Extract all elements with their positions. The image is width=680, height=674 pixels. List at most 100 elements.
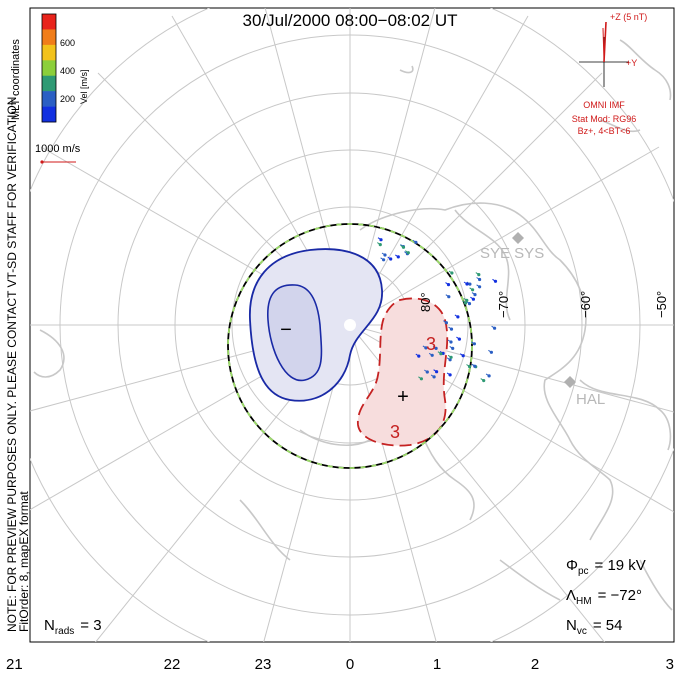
positive-potential-cell	[357, 297, 449, 447]
mlt-tick-21: 21	[6, 656, 23, 673]
phi-pc-stat: Φpc = 19 kV	[566, 557, 646, 577]
heppner-maynard-boundary-dashes	[227, 223, 473, 469]
velocity-vector-tail	[449, 345, 453, 349]
velocity-vector-tail	[400, 244, 404, 248]
velocity-vector-tail	[446, 357, 451, 361]
velocity-vector-tail	[463, 297, 468, 301]
mlt-tick-2: 2	[531, 656, 539, 673]
colorbar-segment	[42, 44, 56, 61]
velocity-vector-tail	[459, 353, 464, 357]
velocity-vector-tail	[488, 349, 492, 353]
velocity-vector-tail	[463, 281, 468, 285]
velocity-vector-tail	[456, 336, 460, 340]
velocity-vector-tail	[466, 364, 470, 367]
velocity-vector-tail	[446, 372, 451, 376]
colorbar-border	[41, 13, 57, 123]
colorbar-segment	[42, 14, 56, 30]
station-marker-sye	[512, 232, 524, 244]
scale-label: 1000 m/s	[35, 143, 81, 155]
velocity-vector-tail	[381, 252, 386, 256]
velocity-vector-tail	[405, 250, 409, 254]
velocity-vector-tail	[454, 314, 459, 318]
velocity-vector-tail	[445, 294, 450, 298]
lat-label-70: −70°	[496, 291, 511, 318]
velocity-vector-tail	[433, 369, 437, 373]
mlt-tick-22: 22	[164, 656, 181, 673]
contour-level-label: 3	[426, 334, 436, 354]
map-title: 30/Jul/2000 08:00−08:02 UT	[242, 11, 457, 30]
velocity-vector-tail	[377, 237, 382, 241]
velocity-vector-tail	[424, 369, 428, 373]
velocity-vector-tail	[422, 345, 427, 349]
velocity-vector-tail	[469, 287, 473, 291]
imf-source: OMNI IMF	[583, 100, 625, 110]
colorbar-segment	[42, 106, 56, 123]
velocity-vector-tail	[380, 257, 384, 261]
velocity-vector-tail	[447, 354, 452, 358]
lat-label-60: −60°	[578, 291, 593, 318]
coordinates-label: MLT coordinates	[10, 39, 22, 120]
velocity-vector-tail	[470, 296, 474, 300]
velocity-vector-tail	[377, 242, 381, 246]
velocity-vector-tail	[418, 376, 422, 380]
imf-vector	[603, 21, 607, 63]
preview-note: NOTE: FOR PREVIEW PURPOSES ONLY. PLEASE …	[5, 93, 19, 632]
velocity-vector-tail	[430, 374, 435, 378]
colorbar-tick-400: 400	[60, 66, 75, 76]
velocity-vector-tail	[466, 281, 471, 285]
velocity-vector-tail	[447, 339, 452, 343]
coastlines	[33, 39, 673, 611]
velocity-vector-tail	[480, 378, 484, 382]
imf-condition: Bz+, 4<BT<6	[578, 126, 631, 136]
n-rads-stat: Nrads = 3	[44, 617, 102, 637]
velocity-vector-tail	[415, 353, 420, 357]
contour-level-label: 3	[390, 422, 400, 442]
imf-model: Stat Mod: RG96	[572, 114, 637, 124]
velocity-vector-tail	[387, 256, 391, 260]
imf-clock	[579, 21, 629, 87]
station-label-sye-sys: SYE SYS	[480, 245, 544, 262]
velocity-vectors	[377, 237, 498, 383]
velocity-vector-tail	[462, 300, 466, 304]
lat-label-80: 80°	[418, 292, 433, 312]
negative-cell-inner-contour	[267, 284, 323, 382]
velocity-vector-tail	[471, 363, 476, 367]
velocity-vector-tail	[448, 270, 453, 274]
n-vc-stat: Nvc = 54	[566, 617, 622, 637]
mlt-tick-3: 3	[666, 656, 674, 673]
colorbar-segment	[42, 91, 56, 107]
velocity-vector-tail	[443, 320, 447, 324]
colorbar-segment	[42, 75, 56, 92]
velocity-vector-tail	[437, 351, 442, 355]
velocity-vector-tail	[485, 373, 490, 377]
fitorder-note: FitOrder: 8, mapEX format	[17, 491, 31, 632]
mlt-tick-0: 0	[346, 656, 354, 673]
station-label-hal: HAL	[576, 391, 605, 408]
pole-marker	[344, 319, 356, 331]
imf-y-label: +Y	[626, 58, 637, 68]
velocity-vector-tail	[491, 325, 495, 329]
imf-z-label: +Z (5 nT)	[610, 12, 647, 22]
station-marker-hal	[564, 376, 576, 388]
velocity-vector-tail	[395, 254, 399, 258]
mlt-tick-23: 23	[255, 656, 272, 673]
lambda-hm-stat: ΛHM = −72°	[566, 587, 642, 607]
velocity-vector-tail	[471, 341, 475, 345]
scale-vector-origin	[40, 160, 44, 164]
negative-cell-symbol: −	[280, 319, 292, 341]
positive-cell-symbol: +	[397, 386, 409, 408]
velocity-vector-tail	[476, 277, 480, 280]
colorbar-tick-600: 600	[60, 38, 75, 48]
velocity-vector-tail	[428, 352, 433, 356]
velocity-vector-tail	[432, 345, 437, 349]
mlt-tick-1: 1	[433, 656, 441, 673]
lat-label-50: −50°	[654, 291, 669, 318]
velocity-vector-tail	[471, 292, 476, 296]
velocity-colorbar	[42, 14, 56, 123]
velocity-vector-tail	[475, 272, 480, 276]
velocity-vector-tail	[445, 282, 449, 286]
velocity-vector-tail	[412, 239, 417, 243]
velocity-vector-tail	[448, 326, 452, 330]
colorbar-label: Vel [m/s]	[79, 69, 89, 104]
colorbar-segment	[42, 60, 56, 77]
